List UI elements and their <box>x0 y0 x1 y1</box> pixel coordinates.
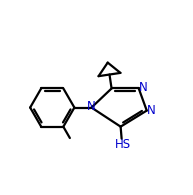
Text: HS: HS <box>115 138 131 151</box>
Text: N: N <box>139 81 147 94</box>
Text: N: N <box>147 104 156 117</box>
Text: N: N <box>87 100 96 113</box>
